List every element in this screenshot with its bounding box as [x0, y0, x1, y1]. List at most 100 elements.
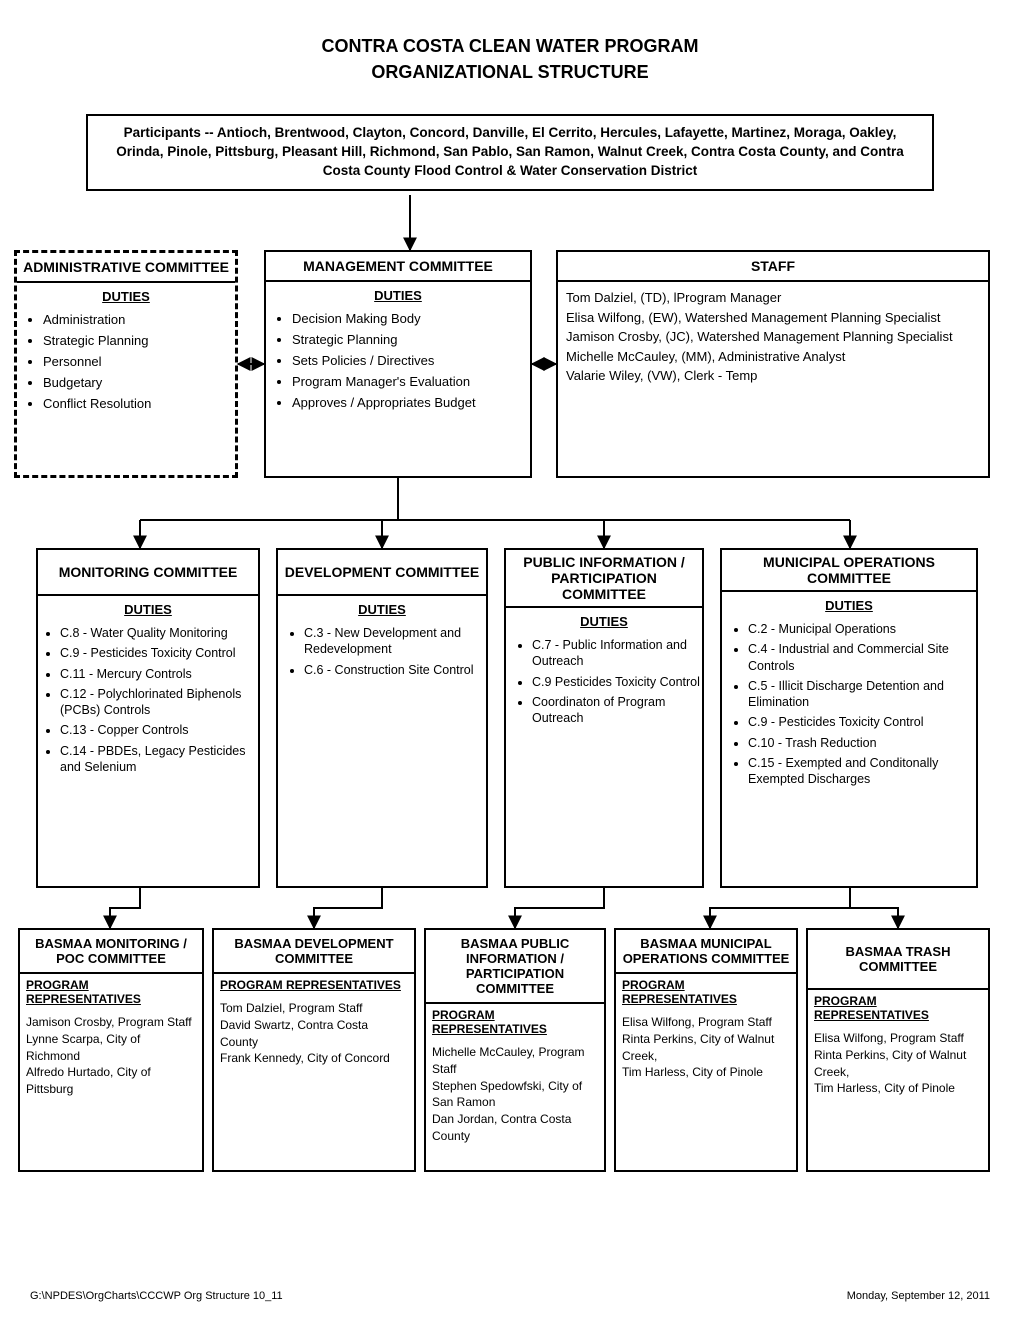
public-info-duties-label: DUTIES	[506, 608, 702, 633]
basmaa-trash-box: BASMAA TRASH COMMITTEE PROGRAM REPRESENT…	[806, 928, 990, 1172]
list-item: Strategic Planning	[292, 332, 530, 349]
list-item: C.10 - Trash Reduction	[748, 735, 976, 751]
list-item: Decision Making Body	[292, 311, 530, 328]
list-item: Strategic Planning	[43, 333, 235, 350]
list-item: C.13 - Copper Controls	[60, 722, 258, 738]
text-line: Tom Dalziel, (TD), lProgram Manager	[566, 288, 980, 308]
list-item: C.15 - Exempted and Conditonally Exempte…	[748, 755, 976, 788]
footer-path: G:\NPDES\OrgCharts\CCCWP Org Structure 1…	[30, 1290, 283, 1302]
list-item: Coordinaton of Program Outreach	[532, 694, 702, 727]
list-item: C.12 - Polychlorinated Biphenols (PCBs) …	[60, 686, 258, 719]
list-item: Program Manager's Evaluation	[292, 374, 530, 391]
monitoring-committee-box: MONITORING COMMITTEE DUTIES C.8 - Water …	[36, 548, 260, 888]
list-item: C.3 - New Development and Redevelopment	[304, 625, 486, 658]
list-item: C.8 - Water Quality Monitoring	[60, 625, 258, 641]
list-item: C.5 - Illicit Discharge Detention and El…	[748, 678, 976, 711]
list-item: C.9 - Pesticides Toxicity Control	[748, 714, 976, 730]
text-line: Jamison Crosby, (JC), Watershed Manageme…	[566, 327, 980, 347]
list-item: C.14 - PBDEs, Legacy Pesticides and Sele…	[60, 743, 258, 776]
admin-title: ADMINISTRATIVE COMMITTEE	[17, 253, 235, 281]
text-line: Michelle McCauley, (MM), Administrative …	[566, 347, 980, 367]
text-line: Michelle McCauley, Program Staff	[432, 1044, 598, 1078]
list-item: Budgetary	[43, 375, 235, 392]
text-line: Frank Kennedy, City of Concord	[220, 1050, 408, 1067]
text-line: Dan Jordan, Contra Costa County	[432, 1111, 598, 1145]
admin-committee-box: ADMINISTRATIVE COMMITTEE DUTIES Administ…	[14, 250, 238, 478]
basmaa-monitoring-reps-label: PROGRAM REPRESENTATIVES	[20, 974, 202, 1010]
participants-box: Participants -- Antioch, Brentwood, Clay…	[86, 114, 934, 191]
basmaa-municipal-title: BASMAA MUNICIPAL OPERATIONS COMMITTEE	[616, 930, 796, 972]
list-item: C.9 - Pesticides Toxicity Control	[60, 645, 258, 661]
list-item: C.2 - Municipal Operations	[748, 621, 976, 637]
footer-date: Monday, September 12, 2011	[847, 1290, 990, 1302]
development-duties-label: DUTIES	[278, 596, 486, 621]
mgmt-duties-label: DUTIES	[266, 282, 530, 307]
text-line: Elisa Wilfong, (EW), Watershed Managemen…	[566, 308, 980, 328]
mgmt-duties-list: Decision Making Body Strategic Planning Se…	[266, 311, 530, 411]
basmaa-municipal-reps-label: PROGRAM REPRESENTATIVES	[616, 974, 796, 1010]
mgmt-title: MANAGEMENT COMMITTEE	[266, 252, 530, 280]
text-line: David Swartz, Contra Costa County	[220, 1017, 408, 1051]
list-item: Sets Policies / Directives	[292, 353, 530, 370]
list-item: Approves / Appropriates Budget	[292, 395, 530, 412]
staff-list: Tom Dalziel, (TD), lProgram ManagerElisa…	[558, 282, 988, 392]
basmaa-trash-reps: Elisa Wilfong, Program StaffRinta Perkin…	[808, 1026, 988, 1101]
text-line: Elisa Wilfong, Program Staff	[622, 1014, 790, 1031]
text-line: Tom Dalziel, Program Staff	[220, 1000, 408, 1017]
development-duties-list: C.3 - New Development and Redevelopment C…	[278, 625, 486, 678]
page-title-line1: CONTRA COSTA CLEAN WATER PROGRAM	[0, 36, 1020, 57]
participants-text: Participants -- Antioch, Brentwood, Clay…	[88, 116, 932, 189]
monitoring-title: MONITORING COMMITTEE	[38, 550, 258, 594]
basmaa-development-box: BASMAA DEVELOPMENT COMMITTEE PROGRAM REP…	[212, 928, 416, 1172]
management-committee-box: MANAGEMENT COMMITTEE DUTIES Decision Mak…	[264, 250, 532, 478]
basmaa-public-reps-label: PROGRAM REPRESENTATIVES	[426, 1004, 604, 1040]
page-title-line2: ORGANIZATIONAL STRUCTURE	[0, 62, 1020, 83]
municipal-committee-box: MUNICIPAL OPERATIONS COMMITTEE DUTIES C.…	[720, 548, 978, 888]
monitoring-duties-list: C.8 - Water Quality Monitoring C.9 - Pest…	[38, 625, 258, 775]
text-line: Rinta Perkins, City of Walnut Creek,	[622, 1031, 790, 1065]
list-item: C.11 - Mercury Controls	[60, 666, 258, 682]
development-title: DEVELOPMENT COMMITTEE	[278, 550, 486, 594]
municipal-duties-label: DUTIES	[722, 592, 976, 617]
staff-title: STAFF	[558, 252, 988, 280]
basmaa-trash-reps-label: PROGRAM REPRESENTATIVES	[808, 990, 988, 1026]
basmaa-public-reps: Michelle McCauley, Program StaffStephen …	[426, 1040, 604, 1149]
text-line: Lynne Scarpa, City of Richmond	[26, 1031, 196, 1065]
municipal-title: MUNICIPAL OPERATIONS COMMITTEE	[722, 550, 976, 590]
basmaa-public-box: BASMAA PUBLIC INFORMATION / PARTICIPATIO…	[424, 928, 606, 1172]
basmaa-development-title: BASMAA DEVELOPMENT COMMITTEE	[214, 930, 414, 972]
list-item: Conflict Resolution	[43, 396, 235, 413]
text-line: Tim Harless, City of Pinole	[814, 1080, 982, 1097]
text-line: Alfredo Hurtado, City of Pittsburg	[26, 1064, 196, 1098]
list-item: Personnel	[43, 354, 235, 371]
text-line: Valarie Wiley, (VW), Clerk - Temp	[566, 366, 980, 386]
development-committee-box: DEVELOPMENT COMMITTEE DUTIES C.3 - New D…	[276, 548, 488, 888]
municipal-duties-list: C.2 - Municipal Operations C.4 - Industri…	[722, 621, 976, 787]
list-item: C.6 - Construction Site Control	[304, 662, 486, 678]
basmaa-monitoring-box: BASMAA MONITORING / POC COMMITTEE PROGRA…	[18, 928, 204, 1172]
text-line: Jamison Crosby, Program Staff	[26, 1014, 196, 1031]
admin-duties-list: Administration Strategic Planning Personne…	[17, 312, 235, 412]
basmaa-municipal-reps: Elisa Wilfong, Program StaffRinta Perkin…	[616, 1010, 796, 1085]
list-item: C.9 Pesticides Toxicity Control	[532, 674, 702, 690]
text-line: Elisa Wilfong, Program Staff	[814, 1030, 982, 1047]
basmaa-public-title: BASMAA PUBLIC INFORMATION / PARTICIPATIO…	[426, 930, 604, 1002]
basmaa-monitoring-title: BASMAA MONITORING / POC COMMITTEE	[20, 930, 202, 972]
list-item: Administration	[43, 312, 235, 329]
text-line: Rinta Perkins, City of Walnut Creek,	[814, 1047, 982, 1081]
basmaa-municipal-box: BASMAA MUNICIPAL OPERATIONS COMMITTEE PR…	[614, 928, 798, 1172]
text-line: Tim Harless, City of Pinole	[622, 1064, 790, 1081]
public-info-duties-list: C.7 - Public Information and Outreach C.9…	[506, 637, 702, 726]
org-chart-page: CONTRA COSTA CLEAN WATER PROGRAM ORGANIZ…	[0, 0, 1020, 1320]
basmaa-development-reps: Tom Dalziel, Program StaffDavid Swartz, …	[214, 996, 414, 1071]
basmaa-trash-title: BASMAA TRASH COMMITTEE	[808, 930, 988, 988]
list-item: C.4 - Industrial and Commercial Site Con…	[748, 641, 976, 674]
admin-duties-label: DUTIES	[17, 283, 235, 308]
monitoring-duties-label: DUTIES	[38, 596, 258, 621]
list-item: C.7 - Public Information and Outreach	[532, 637, 702, 670]
text-line: Stephen Spedowfski, City of San Ramon	[432, 1078, 598, 1112]
basmaa-development-reps-label: PROGRAM REPRESENTATIVES	[214, 974, 414, 996]
basmaa-monitoring-reps: Jamison Crosby, Program StaffLynne Scarp…	[20, 1010, 202, 1102]
public-info-title: PUBLIC INFORMATION / PARTICIPATION COMMI…	[506, 550, 702, 606]
staff-box: STAFF Tom Dalziel, (TD), lProgram Manage…	[556, 250, 990, 478]
